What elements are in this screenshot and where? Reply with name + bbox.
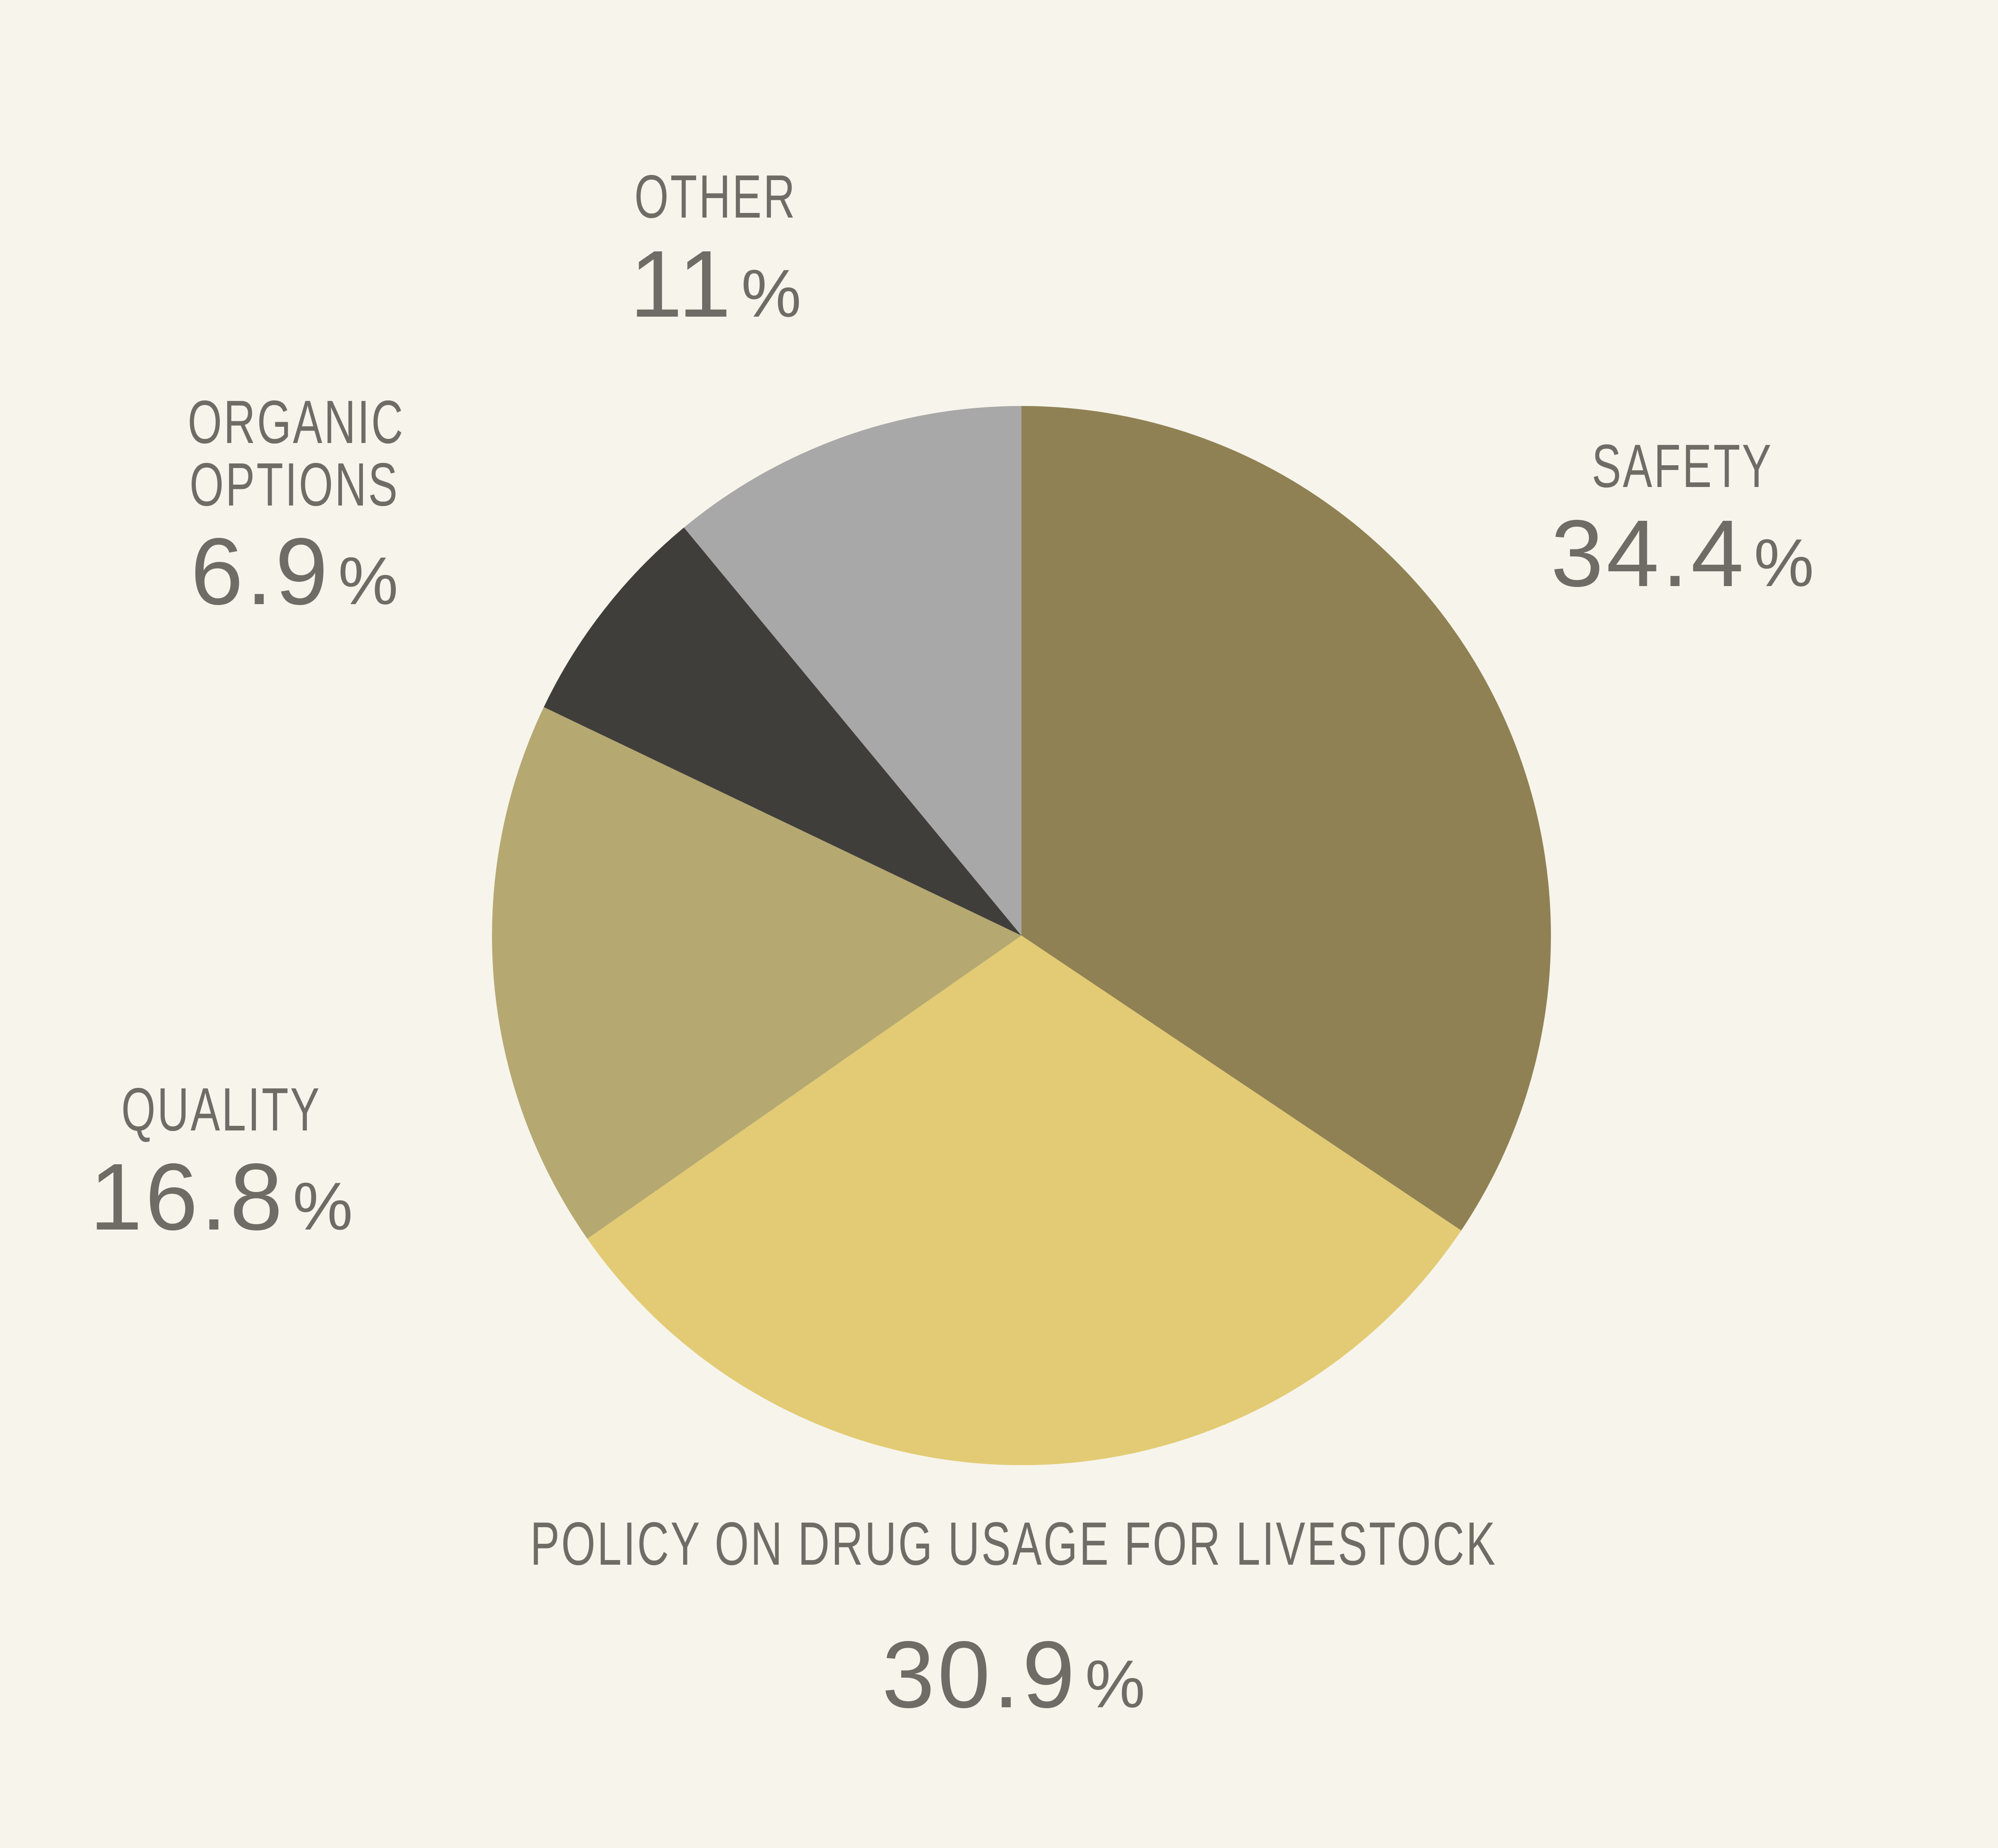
category-label-safety: SAFETY	[1592, 432, 1773, 500]
percent-sign: %	[741, 255, 802, 331]
pie-slice-safety	[1021, 406, 1551, 1231]
label-block-other: OTHER 11%	[603, 162, 828, 331]
percent-sign: %	[293, 1168, 353, 1244]
pie-slice-policy-on-drug-usage-for-livestock	[587, 936, 1462, 1466]
value-label-other: 11%	[603, 237, 828, 331]
value-number-safety: 34.4	[1550, 500, 1747, 606]
value-label-quality: 16.8%	[82, 1149, 360, 1244]
percent-sign: %	[338, 543, 398, 619]
category-label-quality: QUALITY	[121, 1075, 321, 1143]
value-label-policy-on-drug-usage: 30.9%	[342, 1627, 1685, 1722]
label-block-policy-on-drug-usage: POLICY ON DRUG USAGE FOR LIVESTOCK 30.9%	[342, 1510, 1685, 1722]
value-number-quality: 16.8	[89, 1143, 286, 1250]
label-block-organic-options: ORGANIC OPTIONS 6.9%	[146, 391, 442, 619]
percent-sign: %	[1754, 524, 1814, 600]
value-number-other: 11	[629, 231, 734, 337]
value-label-organic-options: 6.9%	[146, 524, 442, 619]
category-label-organic-options: ORGANIC OPTIONS	[187, 388, 405, 518]
percent-sign: %	[1085, 1646, 1145, 1722]
pie-slice-other	[684, 406, 1021, 936]
label-block-safety: SAFETY 34.4%	[1551, 432, 1814, 601]
value-label-safety: 34.4%	[1551, 506, 1814, 601]
value-number-policy-on-drug-usage: 30.9	[882, 1621, 1078, 1728]
category-label-policy-on-drug-usage: POLICY ON DRUG USAGE FOR LIVESTOCK	[530, 1510, 1497, 1578]
label-block-quality: QUALITY 16.8%	[82, 1075, 360, 1244]
pie-slice-quality	[492, 707, 1021, 1239]
category-label-other: OTHER	[634, 162, 797, 231]
value-number-organic-options: 6.9	[190, 518, 331, 625]
pie-slice-organic-options	[544, 527, 1021, 936]
